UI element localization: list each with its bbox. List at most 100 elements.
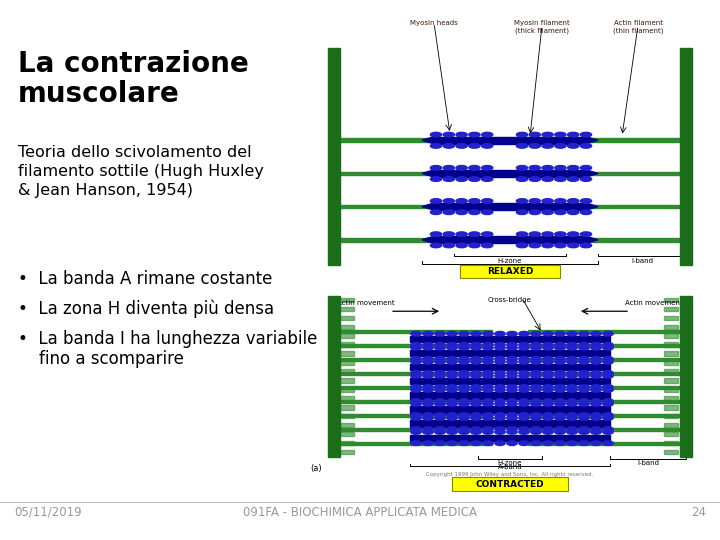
Ellipse shape	[507, 430, 517, 434]
Bar	[340, 378, 354, 383]
Ellipse shape	[531, 384, 541, 389]
Ellipse shape	[435, 388, 445, 392]
Bar	[410, 364, 610, 370]
Ellipse shape	[459, 413, 469, 417]
Text: Actin movement: Actin movement	[625, 300, 683, 306]
Ellipse shape	[435, 416, 445, 420]
Ellipse shape	[603, 346, 613, 350]
Ellipse shape	[543, 357, 553, 361]
Ellipse shape	[495, 346, 505, 350]
Ellipse shape	[459, 388, 469, 392]
Ellipse shape	[471, 343, 481, 347]
Ellipse shape	[507, 388, 517, 392]
Text: Myosin heads: Myosin heads	[410, 21, 458, 26]
FancyBboxPatch shape	[452, 477, 568, 491]
Ellipse shape	[529, 232, 541, 237]
Ellipse shape	[495, 384, 505, 389]
Ellipse shape	[531, 343, 541, 347]
Ellipse shape	[516, 144, 528, 148]
Ellipse shape	[519, 427, 529, 431]
Ellipse shape	[471, 402, 481, 406]
Bar	[664, 360, 678, 365]
Ellipse shape	[411, 441, 421, 446]
Ellipse shape	[591, 346, 601, 350]
Ellipse shape	[531, 416, 541, 420]
Ellipse shape	[579, 360, 589, 364]
Ellipse shape	[482, 144, 492, 148]
Ellipse shape	[579, 371, 589, 375]
Ellipse shape	[519, 384, 529, 389]
Ellipse shape	[447, 371, 457, 375]
Bar	[340, 431, 354, 436]
Ellipse shape	[495, 413, 505, 417]
Ellipse shape	[543, 413, 553, 417]
Ellipse shape	[435, 332, 445, 336]
Ellipse shape	[459, 332, 469, 336]
Bar	[664, 414, 678, 418]
Ellipse shape	[444, 144, 454, 148]
Bar	[340, 387, 354, 392]
Ellipse shape	[495, 441, 505, 446]
Ellipse shape	[591, 441, 601, 446]
Ellipse shape	[483, 441, 493, 446]
Ellipse shape	[435, 357, 445, 361]
Ellipse shape	[579, 399, 589, 403]
Ellipse shape	[483, 357, 493, 361]
Ellipse shape	[567, 402, 577, 406]
Ellipse shape	[567, 346, 577, 350]
Ellipse shape	[555, 357, 565, 361]
Ellipse shape	[603, 413, 613, 417]
Ellipse shape	[580, 232, 592, 237]
Ellipse shape	[423, 430, 433, 434]
Bar	[340, 441, 354, 446]
Ellipse shape	[519, 441, 529, 446]
Ellipse shape	[507, 343, 517, 347]
Ellipse shape	[483, 416, 493, 420]
Ellipse shape	[603, 371, 613, 375]
Ellipse shape	[555, 388, 565, 392]
Text: H-zone: H-zone	[498, 460, 522, 466]
Ellipse shape	[447, 416, 457, 420]
Text: Copyright 1999 John Wiley and Sons, Inc. All rights reserved.: Copyright 1999 John Wiley and Sons, Inc.…	[426, 472, 593, 477]
Ellipse shape	[579, 343, 589, 347]
Ellipse shape	[567, 343, 577, 347]
Ellipse shape	[447, 357, 457, 361]
Bar	[340, 386, 492, 389]
Bar	[340, 369, 354, 374]
Ellipse shape	[444, 132, 454, 137]
Ellipse shape	[447, 343, 457, 347]
Ellipse shape	[519, 371, 529, 375]
Ellipse shape	[591, 427, 601, 431]
Ellipse shape	[459, 399, 469, 403]
Ellipse shape	[580, 177, 592, 181]
Ellipse shape	[555, 427, 565, 431]
Bar	[664, 352, 678, 356]
Bar	[340, 400, 492, 403]
Ellipse shape	[567, 357, 577, 361]
Ellipse shape	[507, 427, 517, 431]
Ellipse shape	[555, 399, 565, 403]
Ellipse shape	[579, 402, 589, 406]
Ellipse shape	[435, 413, 445, 417]
Ellipse shape	[519, 416, 529, 420]
Ellipse shape	[471, 360, 481, 364]
Ellipse shape	[555, 346, 565, 350]
Ellipse shape	[435, 402, 445, 406]
Ellipse shape	[531, 427, 541, 431]
Ellipse shape	[495, 343, 505, 347]
Ellipse shape	[483, 413, 493, 417]
Ellipse shape	[435, 441, 445, 446]
Ellipse shape	[459, 357, 469, 361]
Ellipse shape	[542, 232, 553, 237]
Bar	[340, 238, 452, 241]
Ellipse shape	[447, 402, 457, 406]
Ellipse shape	[435, 346, 445, 350]
Bar	[340, 358, 492, 361]
Ellipse shape	[555, 384, 565, 389]
Ellipse shape	[555, 210, 566, 214]
Bar	[434, 170, 586, 177]
Ellipse shape	[591, 332, 601, 336]
Bar	[340, 396, 354, 401]
Ellipse shape	[495, 416, 505, 420]
Ellipse shape	[469, 210, 480, 214]
